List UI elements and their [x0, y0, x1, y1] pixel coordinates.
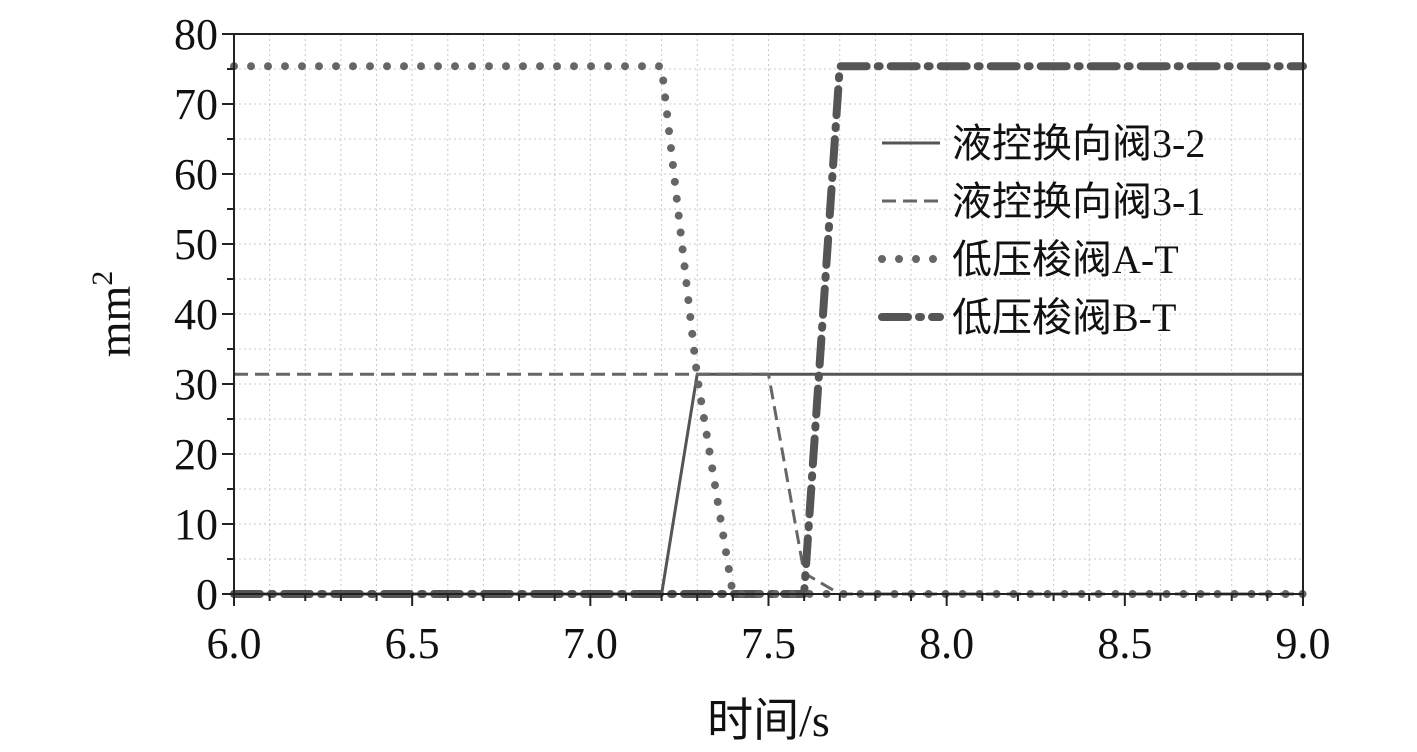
x-tick-label: 8.5: [1097, 619, 1152, 668]
legend-label: 低压梭阀B-T: [952, 295, 1176, 340]
x-tick-label: 7.5: [741, 619, 796, 668]
y-axis-title-base: mm: [89, 286, 140, 358]
axis-ticks: [222, 33, 1304, 606]
y-axis-title: mm2: [86, 271, 140, 358]
y-tick-label: 30: [174, 360, 218, 409]
grid-lines: [234, 34, 1303, 594]
y-tick-label: 60: [174, 150, 218, 199]
x-tick-label: 8.0: [919, 619, 974, 668]
tick-labels: 6.0 6.5 7.0 7.5 8.0 8.5 9.0 0 10 20 30 40 50 60 70 80: [174, 10, 1331, 668]
x-tick-label: 6.5: [385, 619, 440, 668]
legend-label: 低压梭阀A-T: [952, 237, 1179, 282]
x-tick-label: 6.0: [207, 619, 262, 668]
y-tick-label: 0: [196, 570, 218, 619]
legend: 液控换向阀3-2 液控换向阀3-1 低压梭阀A-T 低压梭阀B-T: [878, 121, 1205, 340]
y-tick-label: 20: [174, 430, 218, 479]
x-axis-title: 时间/s: [707, 695, 830, 746]
y-tick-label: 50: [174, 220, 218, 269]
y-tick-label: 80: [174, 10, 218, 59]
y-axis-title-superscript: 2: [86, 271, 119, 286]
series-line: [230, 62, 1307, 598]
y-tick-label: 70: [174, 80, 218, 129]
y-tick-label: 40: [174, 290, 218, 339]
x-tick-label: 7.0: [563, 619, 618, 668]
y-tick-label: 10: [174, 500, 218, 549]
legend-label: 液控换向阀3-2: [952, 121, 1205, 166]
x-tick-label: 9.0: [1276, 619, 1331, 668]
legend-label: 液控换向阀3-1: [952, 179, 1205, 224]
